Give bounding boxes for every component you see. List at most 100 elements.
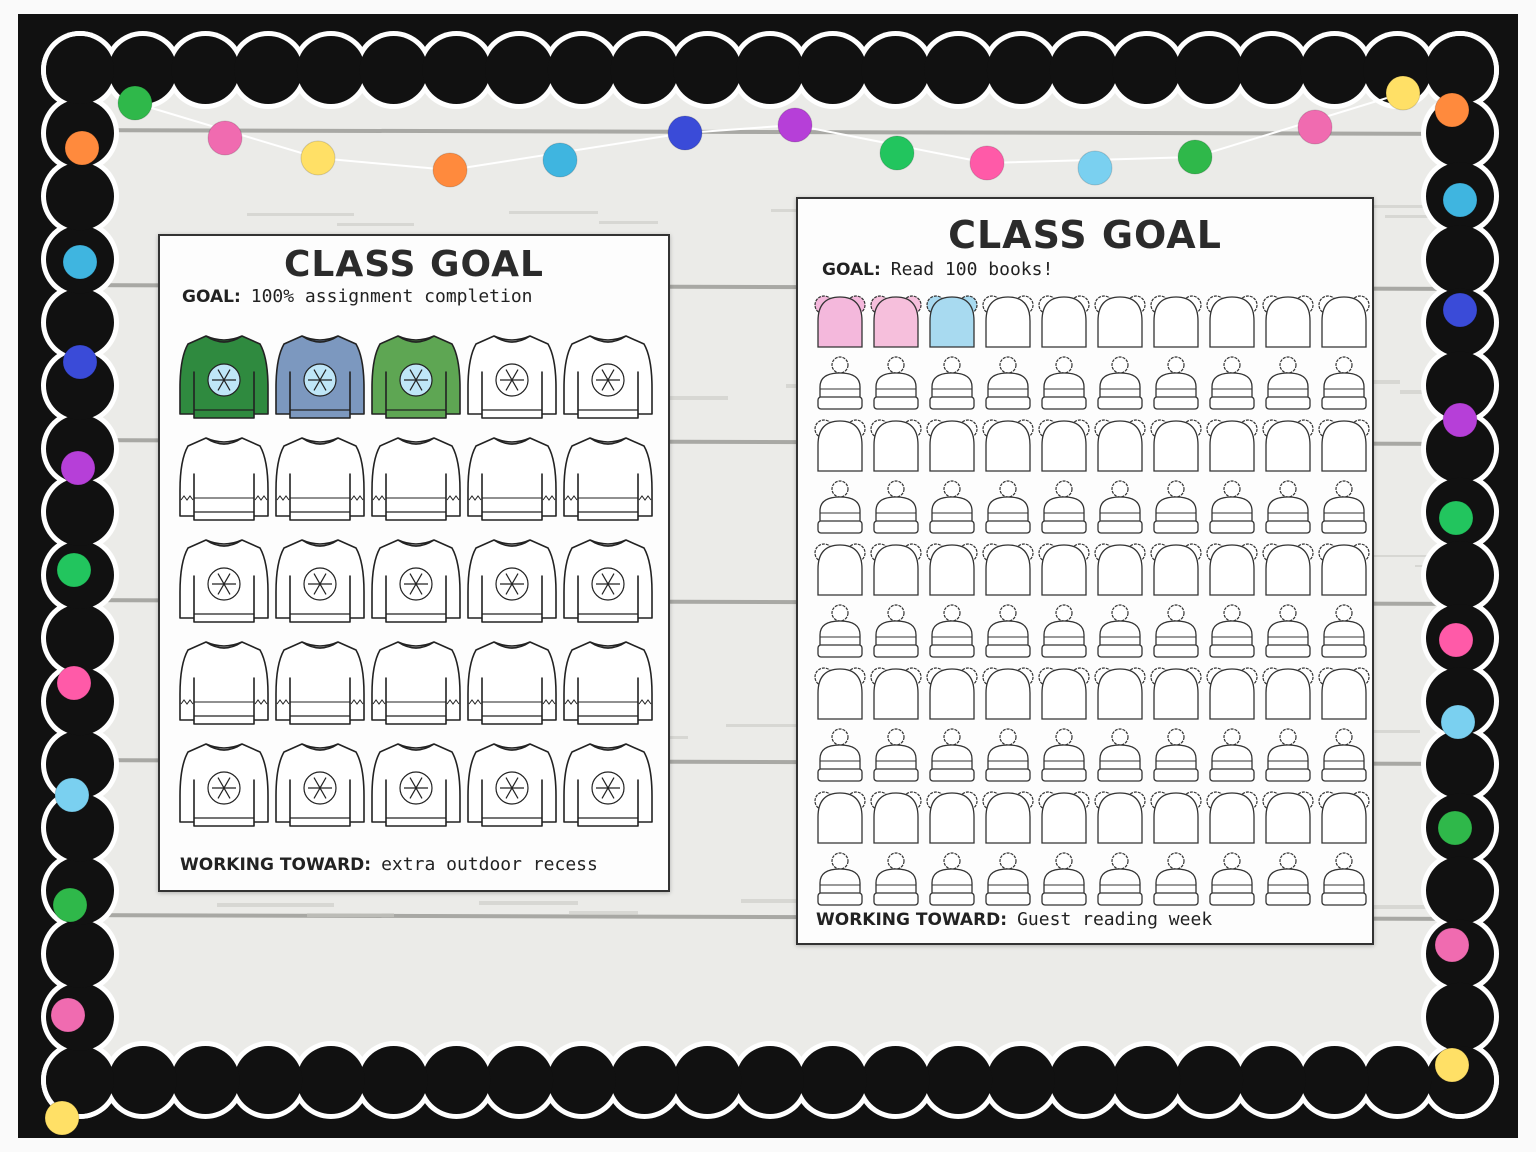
sweater-icon [467,743,557,827]
winter-hat-icon [985,356,1031,410]
sweater-icon [371,641,461,725]
sweater-icon [563,335,653,419]
sweater-icon [179,539,269,623]
winter-hat-icon [982,667,1034,720]
winter-hat-icon [1265,728,1311,782]
winter-hat-icon [1094,295,1146,348]
winter-hat-icon [817,604,863,658]
winter-hat-icon [814,419,866,472]
sweater-icon [563,437,653,521]
sweater-icon [275,539,365,623]
winter-hat-icon [1206,543,1258,596]
winter-hat-icon [1318,791,1370,844]
winter-hat-icon [1097,852,1143,906]
winter-hat-icon [1153,356,1199,410]
pompom [54,777,90,813]
winter-hat-icon [985,852,1031,906]
pompom [1077,150,1113,186]
winter-hat-icon [982,295,1034,348]
winter-hat-icon [926,543,978,596]
winter-hat-icon [873,852,919,906]
pompom [432,152,468,188]
winter-hat-icon [814,543,866,596]
winter-hat-icon [1094,667,1146,720]
sweater-icon [467,539,557,623]
winter-hat-icon [1321,356,1367,410]
winter-hat-icon [1262,543,1314,596]
sweater-icon [563,641,653,725]
winter-hat-icon [926,667,978,720]
winter-hat-icon [1041,356,1087,410]
winter-hat-icon [1318,667,1370,720]
winter-hat-icon [817,356,863,410]
winter-hat-icon [1153,728,1199,782]
winter-hat-icon [1038,667,1090,720]
winter-hat-icon [870,419,922,472]
winter-hat-icon [870,791,922,844]
winter-hat-icon [985,604,1031,658]
reward-line: WORKING TOWARD: extra outdoor recess [180,854,598,875]
winter-hat-icon [814,667,866,720]
goal-label: GOAL: [822,260,881,280]
winter-hat-icon [1206,667,1258,720]
winter-hat-icon [929,728,975,782]
winter-hat-icon [1094,791,1146,844]
reward-label: WORKING TOWARD: [816,910,1008,930]
goal-label: GOAL: [182,287,241,307]
pompom [62,344,98,380]
pompom [542,142,578,178]
reward-value: Guest reading week [1017,909,1213,930]
hat-grid [814,295,1370,906]
winter-hat-icon [873,728,919,782]
winter-hat-icon [873,480,919,534]
winter-hat-icon [1041,480,1087,534]
winter-hat-icon [985,728,1031,782]
sweater-icon [275,437,365,521]
pompom [1440,704,1476,740]
winter-hat-icon [870,295,922,348]
pompom [667,115,703,151]
winter-hat-icon [1318,419,1370,472]
winter-hat-icon [1041,852,1087,906]
sweater-icon [371,743,461,827]
winter-hat-icon [1209,728,1255,782]
poster-title: CLASS GOAL [948,213,1222,257]
class-goal-poster-hats: CLASS GOAL GOAL: Read 100 books! WORKING … [796,197,1374,945]
sweater-icon [179,641,269,725]
winter-hat-icon [982,543,1034,596]
pompom [207,120,243,156]
winter-hat-icon [1150,667,1202,720]
winter-hat-icon [1150,419,1202,472]
winter-hat-icon [1318,295,1370,348]
pompom [1434,927,1470,963]
winter-hat-icon [1153,480,1199,534]
pompom-garland [44,75,1478,1136]
sweater-icon [179,335,269,419]
winter-hat-icon [1094,543,1146,596]
pompom [777,107,813,143]
sweater-icon [467,641,557,725]
winter-hat-icon [1265,480,1311,534]
goal-value: Read 100 books! [890,259,1054,280]
sweater-icon [275,641,365,725]
pompom [117,85,153,121]
winter-hat-icon [929,852,975,906]
pompom [1442,402,1478,438]
pompom [879,135,915,171]
sweater-icon [563,539,653,623]
pompom [1442,182,1478,218]
winter-hat-icon [1262,419,1314,472]
winter-hat-icon [1206,295,1258,348]
winter-hat-icon [1097,480,1143,534]
winter-hat-icon [1150,543,1202,596]
winter-hat-icon [1262,295,1314,348]
pompom [1438,500,1474,536]
pompom [56,552,92,588]
winter-hat-icon [1209,604,1255,658]
winter-hat-icon [1038,295,1090,348]
pompom [300,140,336,176]
pompom [62,244,98,280]
winter-hat-icon [873,356,919,410]
winter-hat-icon [1097,356,1143,410]
winter-hat-icon [817,852,863,906]
